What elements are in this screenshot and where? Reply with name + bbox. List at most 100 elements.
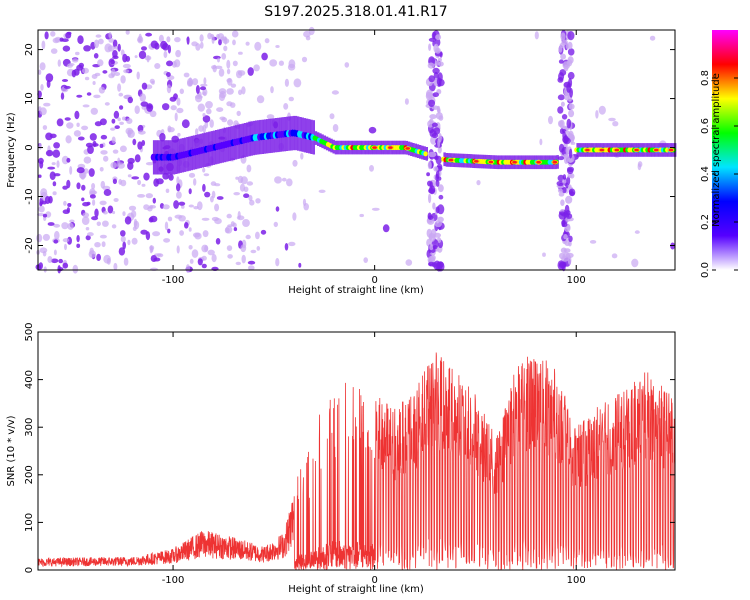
- spectrogram-speckle: [91, 74, 98, 79]
- spectrogram-speckle: [298, 262, 302, 268]
- spectrogram-speckle: [102, 70, 108, 74]
- spectrogram-speckle: [113, 110, 120, 119]
- spectrogram-speckle: [237, 70, 246, 76]
- spectrogram-speckle: [137, 141, 143, 150]
- spectrogram-speckle: [92, 143, 99, 147]
- spectrogram-speckle: [141, 46, 147, 51]
- spectrogram-speckle: [201, 263, 207, 269]
- spectrogram-speckle: [125, 29, 130, 35]
- spectrogram-speckle: [241, 254, 246, 264]
- spectrogram-speckle: [146, 103, 154, 112]
- spectrogram-broadband-cell: [435, 170, 440, 179]
- spectrogram-speckle: [247, 67, 254, 76]
- spectrogram-speckle: [145, 193, 153, 199]
- spectrogram-speckle: [108, 38, 114, 43]
- spectrogram-speckle: [202, 115, 211, 123]
- spectrogram-speckle: [140, 229, 148, 235]
- spectrogram-broadband-cell: [432, 67, 440, 74]
- spectrogram-speckle: [66, 122, 74, 129]
- spectrogram-speckle: [131, 176, 140, 180]
- spectrogram-speckle: [132, 226, 137, 231]
- spectrogram-speckle: [111, 136, 116, 144]
- spectrogram-speckle: [233, 192, 240, 196]
- spectrogram-speckle: [37, 213, 45, 217]
- spectrogram-speckle: [82, 212, 90, 218]
- spectrogram-speckle: [331, 90, 339, 95]
- spectrogram-speckle: [127, 174, 132, 178]
- spectrogram-hotspot: [488, 160, 494, 164]
- spectrogram-broadband-cell: [430, 255, 436, 261]
- spectrogram-speckle: [120, 230, 126, 237]
- spectrogram-speckle: [127, 239, 131, 246]
- colorbar-ticks: 0.0 0.2 0.4 0.6 0.8: [700, 70, 738, 278]
- spectrogram-speckle: [112, 50, 118, 58]
- spectrogram-speckle: [120, 235, 126, 243]
- spectrogram-speckle: [58, 258, 63, 264]
- spectrogram-speckle: [167, 127, 175, 133]
- spectrogram-speckle: [112, 39, 118, 48]
- spectrogram-speckle: [53, 173, 61, 177]
- spectrogram-speckle: [143, 204, 150, 211]
- spectrogram-broadband-cell: [566, 83, 571, 93]
- spectrogram-speckle: [143, 172, 150, 181]
- spectrogram-speckle: [110, 162, 117, 169]
- spectrogram-speckle: [156, 253, 164, 258]
- spectrogram-cells: [35, 26, 675, 274]
- spectrogram-speckle: [284, 78, 289, 87]
- spectrogram-speckle: [82, 202, 90, 207]
- spectrogram-broadband-cell: [567, 167, 574, 175]
- spectrogram-speckle: [38, 262, 43, 270]
- spectrogram-speckle: [83, 45, 91, 52]
- spectrogram-speckle: [166, 72, 171, 77]
- spectrogram-speckle: [179, 230, 185, 236]
- spectrogram-broadband-cell: [428, 75, 435, 83]
- spectrogram-speckle: [50, 31, 56, 37]
- spectrogram-speckle: [637, 161, 643, 168]
- spectrogram-speckle: [171, 61, 177, 68]
- spectrogram-speckle: [134, 105, 140, 114]
- spectrogram-speckle: [118, 92, 124, 97]
- spectrogram-speckle: [242, 219, 250, 227]
- spectrogram-speckle: [223, 45, 228, 52]
- spectrogram-speckle: [426, 172, 430, 177]
- spectrogram-speckle: [382, 224, 390, 233]
- spectrogram-broadband-cell: [429, 181, 433, 189]
- spectrogram-broadband-cell: [565, 213, 573, 219]
- spectrogram-speckle: [476, 180, 481, 186]
- spectrogram-speckle: [38, 142, 42, 150]
- spectrogram-speckle: [275, 258, 280, 267]
- spectrogram-speckle: [113, 262, 118, 271]
- spectrogram-speckle: [214, 203, 220, 212]
- spectrogram-speckle: [133, 218, 138, 227]
- spectrogram-broadband-cell: [556, 180, 565, 187]
- spectrogram-broadband-cell: [565, 195, 573, 204]
- spectrogram-speckle: [199, 86, 207, 91]
- spectrogram-speckle: [53, 142, 60, 149]
- spectrogram-hotspot: [388, 146, 393, 149]
- spectrogram-broadband-cell: [559, 128, 564, 135]
- spectrogram-speckle: [81, 216, 90, 225]
- spectrogram-speckle: [284, 243, 289, 251]
- spectrogram-broadband-cell: [558, 143, 565, 153]
- spectrogram-speckle: [188, 172, 196, 178]
- spectrogram-speckle: [53, 249, 57, 256]
- spectrogram-speckle: [102, 220, 109, 227]
- spectrogram-speckle: [60, 92, 65, 100]
- spectrogram-speckle: [99, 200, 107, 206]
- spectrogram-speckle: [85, 227, 90, 231]
- spectrogram-speckle: [226, 68, 231, 75]
- spectrogram-speckle: [253, 64, 260, 72]
- spectrogram-hotspot: [474, 160, 479, 163]
- spectrogram-speckle: [371, 207, 380, 211]
- spectrogram-broadband-cell: [425, 91, 433, 101]
- spectrogram-broadband-cell: [560, 247, 567, 254]
- spectrogram-speckle: [100, 180, 106, 189]
- spectrogram-broadband-cell: [558, 262, 567, 268]
- spectrogram-speckle: [249, 199, 255, 206]
- spectrogram-speckle: [122, 211, 126, 217]
- spectrogram-speckle: [226, 59, 231, 69]
- spectrogram-speckle: [76, 122, 80, 128]
- spectrogram-speckle: [87, 145, 94, 155]
- spectrogram-speckle: [283, 103, 289, 110]
